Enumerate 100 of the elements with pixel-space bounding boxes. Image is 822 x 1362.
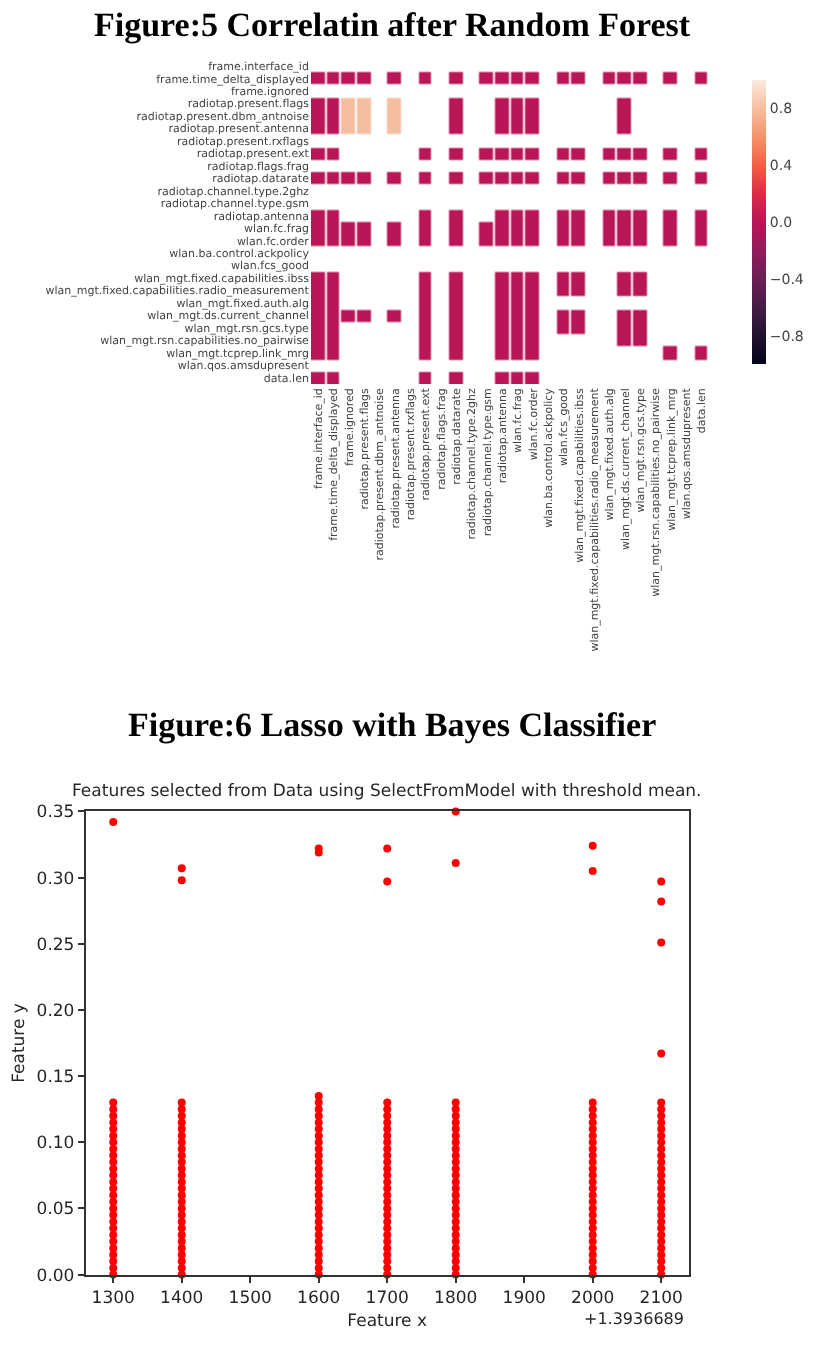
point [451, 1250, 460, 1259]
point [383, 1263, 392, 1272]
point [383, 1151, 392, 1160]
x-tick-label: 1700 [365, 1289, 409, 1309]
point [588, 1230, 597, 1239]
point [588, 1250, 597, 1259]
point [314, 1263, 323, 1272]
point [657, 1224, 666, 1233]
point [314, 1197, 323, 1206]
point [383, 1158, 392, 1167]
point [177, 1111, 186, 1120]
point [451, 1204, 460, 1213]
point [109, 1224, 118, 1233]
point [314, 1211, 323, 1220]
point [109, 1138, 118, 1147]
point [177, 1105, 186, 1114]
y-tick-label: 0.30 [36, 869, 75, 890]
point [588, 866, 597, 875]
point [314, 1191, 323, 1200]
point [177, 1138, 186, 1147]
point [177, 1230, 186, 1239]
point [588, 1144, 597, 1153]
point [109, 1204, 118, 1213]
point [383, 1164, 392, 1173]
point [588, 1184, 597, 1193]
point [451, 859, 460, 868]
point [383, 1204, 392, 1213]
point [177, 1224, 186, 1233]
point [109, 1217, 118, 1226]
point [109, 1244, 118, 1253]
x-tick-label: 1900 [502, 1289, 546, 1309]
point [657, 1164, 666, 1173]
point [314, 1224, 323, 1233]
point [314, 1158, 323, 1167]
point [588, 1211, 597, 1220]
y-tick-label: 0.20 [36, 1001, 75, 1022]
point [109, 1237, 118, 1246]
point [657, 1144, 666, 1153]
point [451, 1144, 460, 1153]
point [588, 1237, 597, 1246]
point [451, 1230, 460, 1239]
point [109, 1144, 118, 1153]
point [314, 1091, 323, 1100]
y-tick-label: 0.25 [36, 935, 75, 956]
point [177, 1197, 186, 1206]
point [451, 1224, 460, 1233]
point [588, 1131, 597, 1140]
point [314, 1171, 323, 1180]
point [451, 1237, 460, 1246]
point [588, 1164, 597, 1173]
point [657, 1211, 666, 1220]
point [109, 1250, 118, 1259]
point [451, 1191, 460, 1200]
point [109, 1098, 118, 1107]
point [588, 841, 597, 850]
point [383, 1244, 392, 1253]
point [109, 1177, 118, 1186]
y-tick-label: 0.35 [36, 803, 75, 824]
point [657, 938, 666, 947]
point [451, 1118, 460, 1127]
point [657, 1263, 666, 1272]
point [383, 1171, 392, 1180]
point [314, 1111, 323, 1120]
point [314, 1177, 323, 1186]
chart-title: Figure:6 Lasso with Bayes Classifier [128, 706, 658, 744]
point [177, 1171, 186, 1180]
chart-subtitle: Features selected from Data using SelectFromModel with threshold mean. [72, 782, 702, 802]
point [109, 1164, 118, 1173]
x-tick-label: 1400 [160, 1289, 204, 1309]
point [657, 1237, 666, 1246]
point [314, 1230, 323, 1239]
point [177, 864, 186, 873]
point [177, 1237, 186, 1246]
point [177, 1204, 186, 1213]
point [657, 1184, 666, 1193]
point [109, 1184, 118, 1193]
point [657, 1098, 666, 1107]
point [451, 1211, 460, 1220]
point [588, 1158, 597, 1167]
point [588, 1191, 597, 1200]
point [451, 1111, 460, 1120]
point [588, 1111, 597, 1120]
point [657, 1244, 666, 1253]
point [657, 1197, 666, 1206]
point [588, 1098, 597, 1107]
point [109, 1257, 118, 1266]
point [314, 1118, 323, 1127]
point [657, 1204, 666, 1213]
point [314, 1125, 323, 1134]
point [451, 1217, 460, 1226]
point [588, 1177, 597, 1186]
point [314, 1138, 323, 1147]
point [177, 1164, 186, 1173]
point [177, 1125, 186, 1134]
point [109, 1158, 118, 1167]
point [451, 1138, 460, 1147]
point [314, 1164, 323, 1173]
point [314, 1257, 323, 1266]
point [657, 897, 666, 906]
point [383, 1184, 392, 1193]
